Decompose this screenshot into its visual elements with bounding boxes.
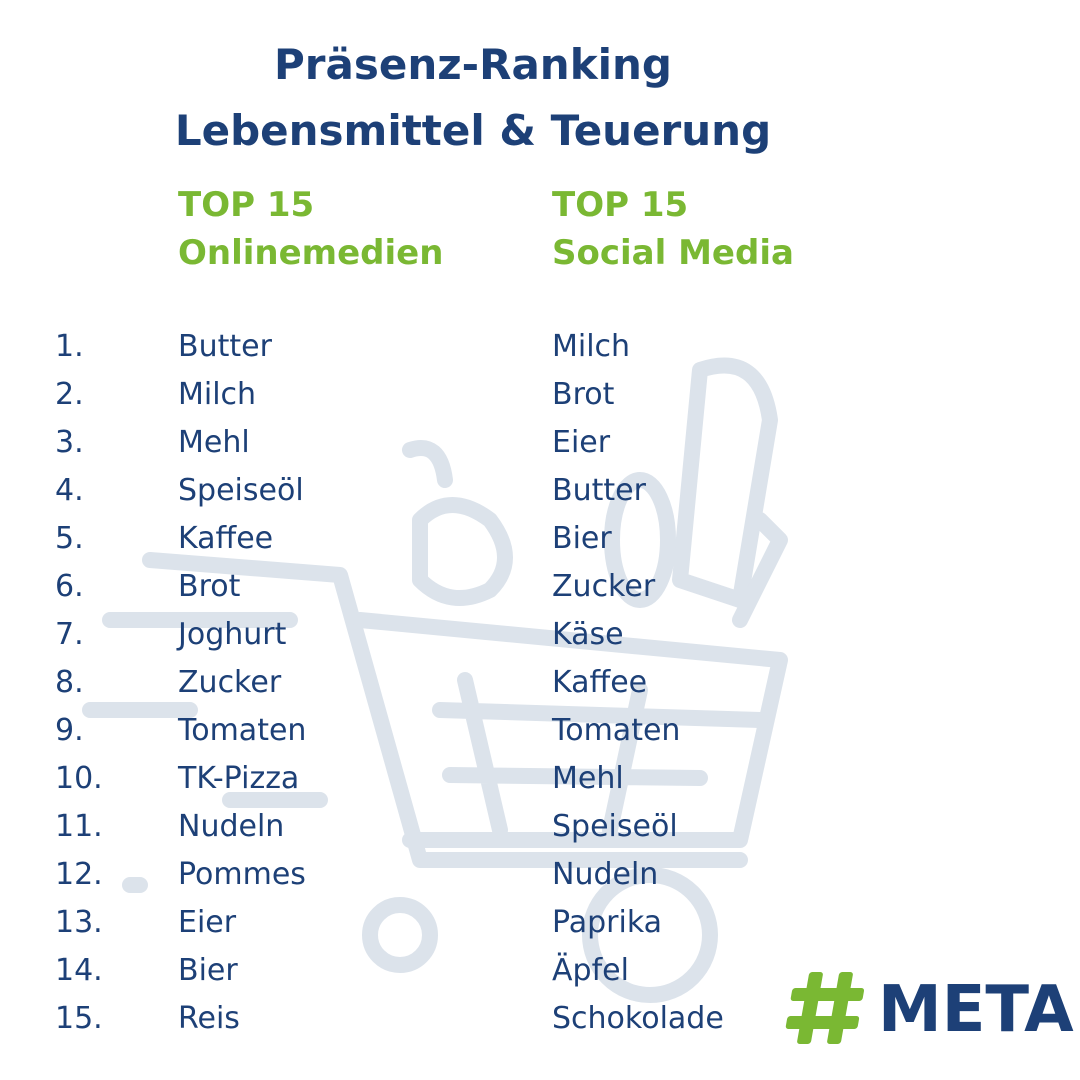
item: Käse bbox=[552, 617, 624, 652]
item: Zucker bbox=[178, 665, 282, 700]
rank: 8. bbox=[55, 665, 84, 700]
item: Zucker bbox=[552, 569, 656, 604]
item: Schokolade bbox=[552, 1001, 724, 1036]
rank: 1. bbox=[55, 329, 84, 364]
item: Tomaten bbox=[552, 713, 681, 748]
rank: 12. bbox=[55, 857, 103, 892]
rank: 5. bbox=[55, 521, 84, 556]
item: Tomaten bbox=[178, 713, 307, 748]
item: Bier bbox=[552, 521, 612, 556]
rank: 7. bbox=[55, 617, 84, 652]
item: Eier bbox=[178, 905, 237, 940]
item: Mehl bbox=[552, 761, 624, 796]
item: Paprika bbox=[552, 905, 663, 940]
column-heading: TOP 15 bbox=[552, 185, 689, 225]
rank: 9. bbox=[55, 713, 84, 748]
item: Pommes bbox=[178, 857, 306, 892]
rank: 11. bbox=[55, 809, 103, 844]
item: Milch bbox=[178, 377, 257, 412]
logo-text: META bbox=[878, 973, 1074, 1047]
rank: 2. bbox=[55, 377, 84, 412]
column-heading: Social Media bbox=[552, 233, 794, 273]
item: Butter bbox=[178, 329, 272, 364]
rank: 4. bbox=[55, 473, 84, 508]
rank: 14. bbox=[55, 953, 103, 988]
item: Speiseöl bbox=[178, 473, 304, 508]
item: Kaffee bbox=[552, 665, 648, 700]
item: TK-Pizza bbox=[178, 761, 300, 796]
item: Nudeln bbox=[178, 809, 285, 844]
item: Kaffee bbox=[178, 521, 274, 556]
rank: 3. bbox=[55, 425, 84, 460]
item: Brot bbox=[178, 569, 241, 604]
rank: 6. bbox=[55, 569, 84, 604]
item: Äpfel bbox=[552, 953, 629, 988]
item: Brot bbox=[552, 377, 615, 412]
item: Speiseöl bbox=[552, 809, 678, 844]
item: Joghurt bbox=[178, 617, 287, 652]
item: Mehl bbox=[178, 425, 250, 460]
rank: 13. bbox=[55, 905, 103, 940]
rank: 10. bbox=[55, 761, 103, 796]
item: Butter bbox=[552, 473, 646, 508]
item: Reis bbox=[178, 1001, 240, 1036]
item: Bier bbox=[178, 953, 238, 988]
item: Eier bbox=[552, 425, 611, 460]
column-heading: TOP 15 bbox=[178, 185, 315, 225]
item: Milch bbox=[552, 329, 631, 364]
item: Nudeln bbox=[552, 857, 659, 892]
column-heading: Onlinemedien bbox=[178, 233, 444, 273]
rank: 15. bbox=[55, 1001, 103, 1036]
title-line: Präsenz-Ranking bbox=[274, 40, 672, 89]
title-line: Lebensmittel & Teuerung bbox=[174, 106, 772, 155]
